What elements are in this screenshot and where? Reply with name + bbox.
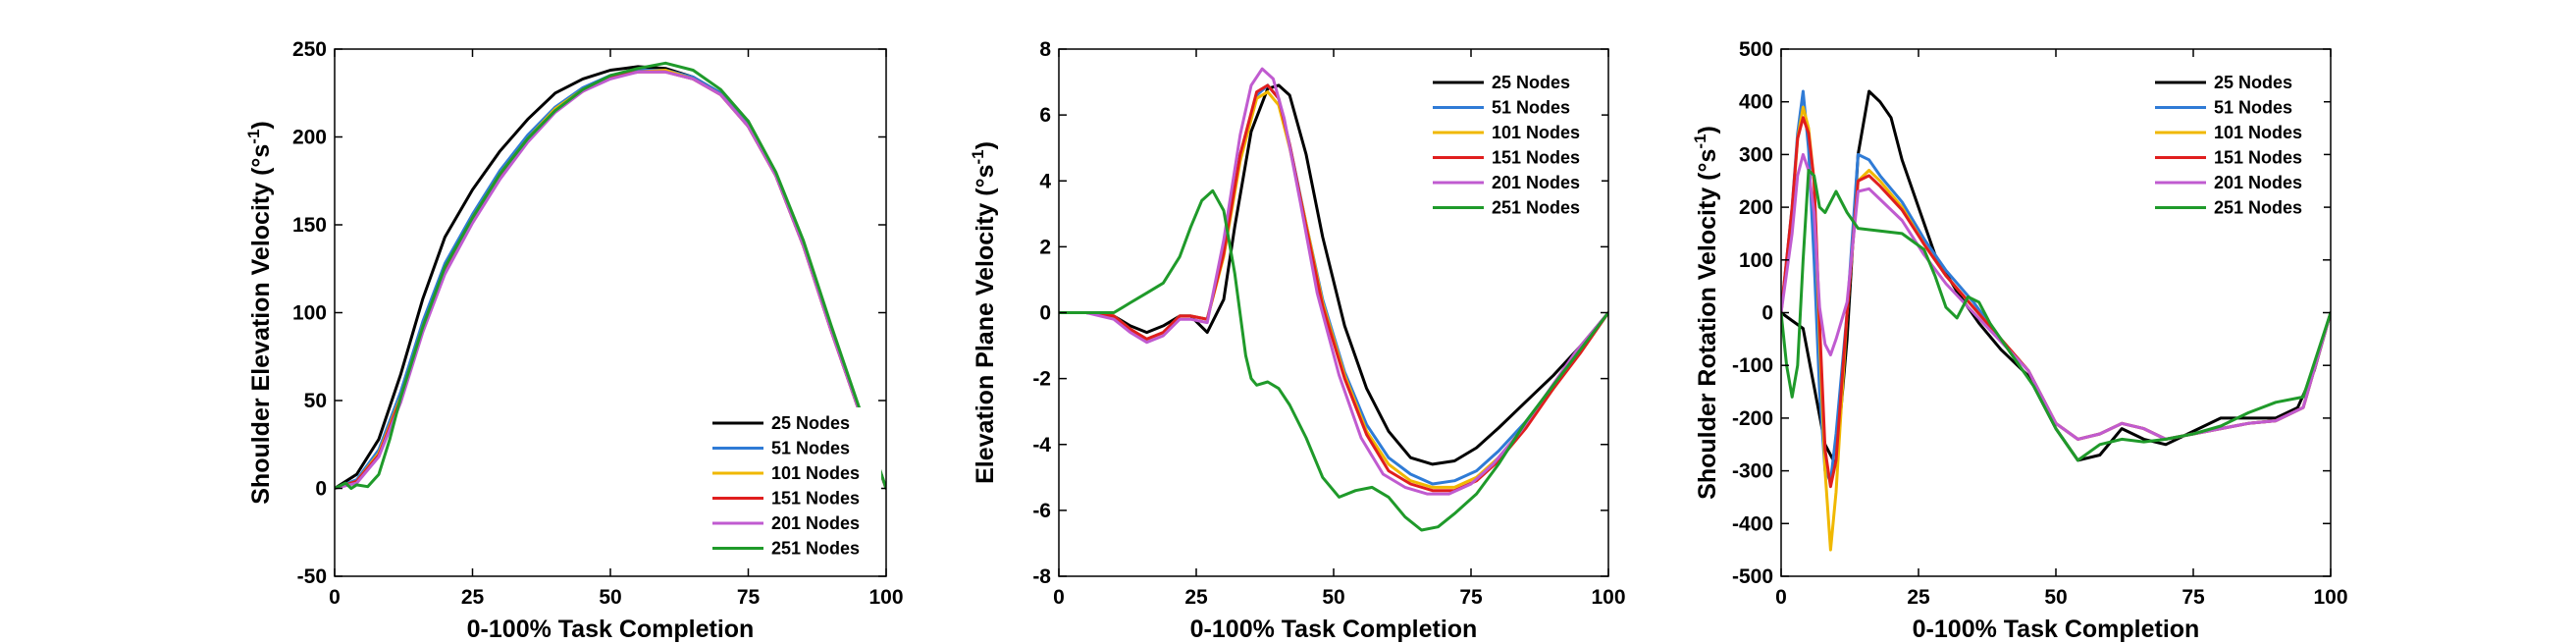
- x-axis-label: 0-100% Task Completion: [1190, 616, 1478, 643]
- legend-entry: 201 Nodes: [2214, 173, 2302, 192]
- series-line-251-nodes: [335, 61, 886, 490]
- y-tick-label: 6: [1039, 104, 1051, 127]
- legend-box: [703, 407, 881, 563]
- x-tick-label: 25: [1184, 586, 1208, 609]
- y-tick-label: -6: [1032, 500, 1051, 522]
- series-line-251-nodes: [1059, 188, 1608, 532]
- x-tick-label: 50: [599, 586, 621, 609]
- y-tick-label: 2: [1039, 236, 1051, 258]
- y-axis-label: Shoulder Elevation Velocity (°s-1): [244, 121, 275, 505]
- x-tick-label: 50: [2044, 586, 2067, 609]
- x-tick-label: 100: [2313, 586, 2347, 609]
- y-tick-label: -200: [1732, 407, 1773, 430]
- x-axis-label: 0-100% Task Completion: [467, 616, 755, 643]
- legend-box: [1423, 67, 1602, 222]
- series-line-251-nodes: [1781, 169, 2331, 462]
- legend-entry: 25 Nodes: [771, 413, 850, 433]
- series-line-201-nodes: [1059, 67, 1608, 496]
- x-tick-label: 25: [461, 586, 485, 609]
- y-tick-label: 4: [1039, 170, 1051, 192]
- chart-3: 0 25 50 75 100 -500 -400 -300 -200 -100 0 100 200 300…: [1691, 38, 2348, 643]
- legend: 25 Nodes 51 Nodes 101 Nodes 151 Nodes 201 No…: [703, 407, 881, 563]
- y-tick-label: 300: [1739, 143, 1773, 166]
- y-axis-label: Shoulder Rotation Velocity (°s-1): [1691, 126, 1721, 500]
- y-tick-label: 100: [1739, 249, 1773, 272]
- legend-entry: 251 Nodes: [771, 539, 860, 559]
- series-group: [1059, 67, 1608, 532]
- y-tick-label: -4: [1032, 434, 1051, 456]
- y-tick-label: -8: [1032, 565, 1051, 588]
- legend-entry: 101 Nodes: [1492, 123, 1580, 142]
- series-line-25-nodes: [1059, 83, 1608, 466]
- y-tick-label: 150: [292, 214, 327, 237]
- y-tick-label: 0: [315, 478, 327, 501]
- x-tick-label: 0: [329, 586, 341, 609]
- y-tick-label: 100: [292, 302, 327, 325]
- x-axis-label: 0-100% Task Completion: [1913, 616, 2200, 643]
- series-group: [1781, 89, 2331, 552]
- x-tick-label: 75: [1459, 586, 1483, 609]
- y-tick-label: -300: [1732, 460, 1773, 483]
- y-tick-label: 0: [1039, 302, 1051, 325]
- x-tick-label: 75: [2182, 586, 2205, 609]
- y-tick-label: -2: [1032, 368, 1051, 391]
- legend-entry: 51 Nodes: [771, 439, 850, 458]
- legend: 25 Nodes 51 Nodes 101 Nodes 151 Nodes 201 No…: [1423, 67, 1602, 222]
- y-tick-label: 50: [304, 390, 327, 412]
- y-tick-label: -50: [297, 565, 327, 588]
- y-tick-label: -400: [1732, 512, 1773, 535]
- y-axis-label: Elevation Plane Velocity (°s-1): [969, 141, 999, 484]
- y-tick-label: 200: [1739, 196, 1773, 219]
- legend-entry: 25 Nodes: [2214, 73, 2292, 92]
- y-tick-label: -500: [1732, 565, 1773, 588]
- series-group: [335, 61, 886, 490]
- y-tick-label: 500: [1739, 38, 1773, 61]
- y-tick-label: 0: [1761, 302, 1773, 325]
- x-tick-label: 0: [1053, 586, 1065, 609]
- legend-entry: 151 Nodes: [771, 489, 860, 509]
- x-tick-label: 75: [737, 586, 761, 609]
- y-tick-label: 200: [292, 127, 327, 149]
- y-tick-label: 8: [1039, 38, 1051, 61]
- chart-2: 0 25 50 75 100 -8 -6 -4 -2 0 2 4 6 8 0-100% Task Compl…: [969, 38, 1626, 643]
- y-tick-label: -100: [1732, 354, 1773, 377]
- legend-entry: 51 Nodes: [1492, 98, 1570, 118]
- legend-entry: 251 Nodes: [2214, 198, 2302, 218]
- legend-entry: 201 Nodes: [771, 513, 860, 533]
- legend-entry: 101 Nodes: [771, 463, 860, 483]
- legend-entry: 51 Nodes: [2214, 98, 2292, 118]
- legend-box: [2145, 67, 2324, 222]
- legend: 25 Nodes 51 Nodes 101 Nodes 151 Nodes 201 No…: [2145, 67, 2324, 222]
- y-tick-label: 400: [1739, 91, 1773, 114]
- x-tick-label: 100: [868, 586, 903, 609]
- legend-entry: 25 Nodes: [1492, 73, 1570, 92]
- y-tick-label: 250: [292, 38, 327, 61]
- legend-entry: 101 Nodes: [2214, 123, 2302, 142]
- legend-entry: 201 Nodes: [1492, 173, 1580, 192]
- legend-entry: 151 Nodes: [2214, 148, 2302, 168]
- x-tick-label: 100: [1591, 586, 1625, 609]
- legend-entry: 151 Nodes: [1492, 148, 1580, 168]
- x-tick-label: 50: [1322, 586, 1344, 609]
- x-tick-label: 0: [1775, 586, 1787, 609]
- series-line-201-nodes: [335, 70, 886, 490]
- legend-entry: 251 Nodes: [1492, 198, 1580, 218]
- x-tick-label: 25: [1907, 586, 1930, 609]
